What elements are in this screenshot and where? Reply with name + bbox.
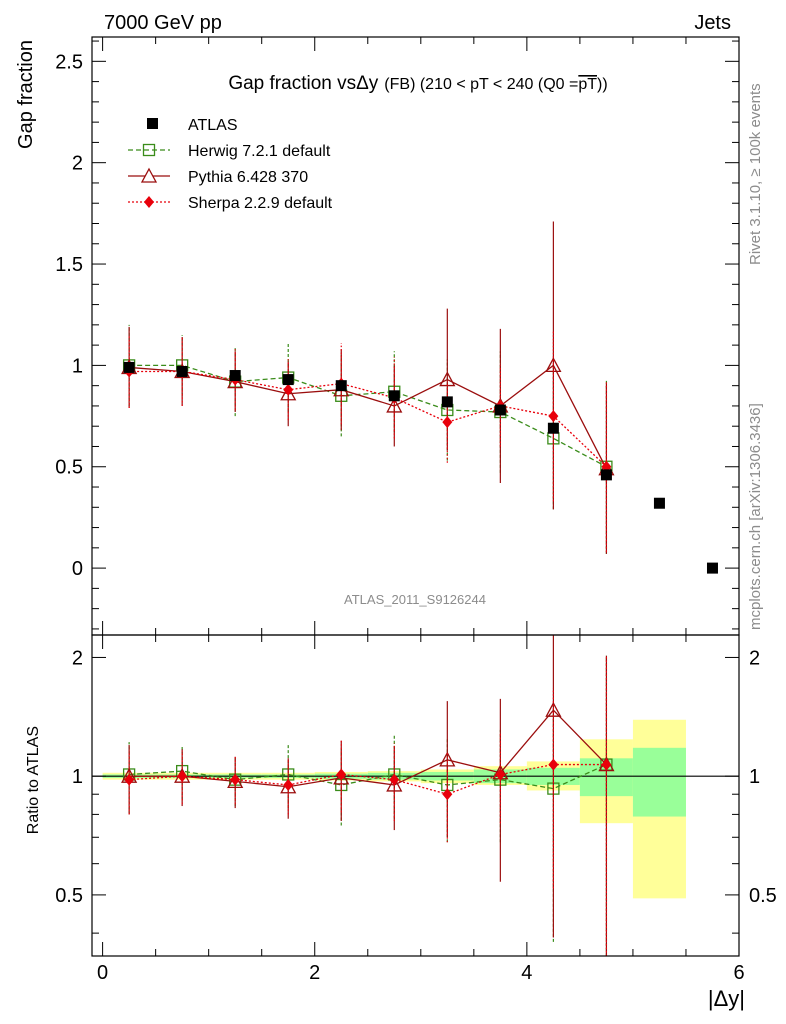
main-point-atlas (706, 562, 718, 574)
chart-title-sub: (FB) (210 < pT < 240 (Q0 = (384, 76, 578, 93)
xtick-label: 4 (521, 962, 532, 984)
ratio-point-pythia (439, 751, 456, 767)
ratio-point-sherpa (601, 758, 612, 771)
main-point-sherpa (442, 416, 453, 429)
analysis-id-label: ATLAS_2011_S9126244 (344, 592, 486, 607)
ratio-line-pythia (129, 709, 607, 788)
xlabel: |Δy| (708, 986, 745, 1011)
ratio-point-sherpa (336, 768, 347, 781)
main-point-atlas (388, 390, 400, 402)
ratio-series-pythia (121, 635, 615, 956)
main-line-sherpa (129, 370, 607, 468)
main-point-atlas (441, 396, 453, 408)
main-point-atlas (653, 497, 665, 509)
main-ylabel: Gap fraction (15, 40, 37, 149)
main-point-atlas (229, 370, 241, 382)
ratio-ytick-label: 1 (72, 766, 83, 788)
ratio-point-pythia (386, 776, 403, 792)
ratio-ytick-label-right: 0.5 (749, 885, 777, 907)
ratio-ytick-label: 2 (72, 647, 83, 669)
main-line-pythia (129, 364, 607, 470)
ratio-series-sherpa (124, 655, 612, 956)
legend-pythia-marker (140, 167, 158, 183)
collision-label: 7000 GeV pp (104, 12, 222, 34)
legend-label-atlas: ATLAS (188, 117, 238, 134)
main-point-atlas (547, 422, 559, 434)
chart-title-pt: pT (578, 76, 597, 93)
ratio-line-sherpa (129, 763, 607, 795)
rivet-version-label: Rivet 3.1.10, ≥ 100k events (747, 83, 764, 265)
main-point-atlas (282, 374, 294, 386)
xtick-label: 6 (733, 962, 744, 984)
legend: ATLAS Herwig 7.2.1 default Pythia 6.428 … (128, 117, 333, 212)
ratio-line-herwig (129, 763, 607, 790)
main-point-atlas (176, 365, 188, 377)
chart-title-main: Gap fraction vsΔy (228, 73, 378, 94)
main-ytick-label: 1 (72, 355, 83, 377)
main-ytick-label: 0 (72, 558, 83, 580)
xtick-label: 0 (97, 962, 108, 984)
main-panel: 0 0.5 1 1.5 2 2.5 Gap fraction vsΔy (FB) (210 … (15, 36, 740, 636)
ratio-point-sherpa (283, 778, 294, 791)
ratio-point-sherpa (389, 773, 400, 786)
ratio-point-sherpa (177, 770, 188, 783)
ratio-band-inner (632, 747, 686, 817)
mcplots-label: mcplots.cern.ch [arXiv:1306.3436] (747, 403, 764, 630)
main-series-sherpa (124, 330, 612, 552)
legend-sherpa-marker (144, 196, 154, 208)
main-series-atlas (123, 361, 718, 574)
main-point-atlas (123, 361, 135, 373)
ratio-point-sherpa (230, 773, 241, 786)
main-point-sherpa (548, 410, 559, 423)
chart-title: Gap fraction vsΔy (FB) (210 < pT < 240 (Q… (228, 73, 607, 94)
ratio-ytick-label-right: 1 (749, 766, 760, 788)
main-point-sherpa (283, 383, 294, 396)
ratio-point-sherpa (442, 788, 453, 801)
ratio-point-sherpa (495, 768, 506, 781)
ratio-point-sherpa (548, 758, 559, 771)
legend-label-sherpa: Sherpa 2.2.9 default (188, 195, 333, 212)
chart-title-end: )) (597, 76, 608, 93)
ratio-ylabel: Ratio to ATLAS (25, 726, 42, 834)
ratio-series-herwig (122, 655, 613, 956)
ratio-ytick-label-right: 2 (749, 647, 760, 669)
process-label: Jets (694, 12, 731, 34)
ratio-ytick-label: 0.5 (55, 885, 83, 907)
legend-label-herwig: Herwig 7.2.1 default (188, 143, 331, 160)
main-ytick-label: 2.5 (55, 51, 83, 73)
legend-label-pythia: Pythia 6.428 370 (188, 169, 308, 186)
xtick-label: 2 (309, 962, 320, 984)
main-ytick-label: 0.5 (55, 457, 83, 479)
main-point-atlas (335, 380, 347, 392)
main-ytick-label: 2 (72, 153, 83, 175)
legend-atlas-marker (147, 118, 158, 129)
main-point-atlas (600, 469, 612, 481)
ratio-panel: 0.5 0.5 1 1 2 2 0 2 4 6 Ratio to ATLAS |Δy| (25, 634, 777, 1011)
main-point-pythia (386, 397, 403, 413)
main-point-atlas (494, 404, 506, 416)
legend-herwig-marker (142, 143, 156, 157)
main-series-pythia (121, 221, 615, 554)
ratio-panel-frame (91, 634, 740, 957)
main-point-pythia (280, 385, 297, 401)
ratio-point-sherpa (124, 773, 135, 786)
main-series-herwig (122, 324, 613, 554)
main-ytick-label: 1.5 (55, 254, 83, 276)
main-line-herwig (129, 364, 607, 468)
